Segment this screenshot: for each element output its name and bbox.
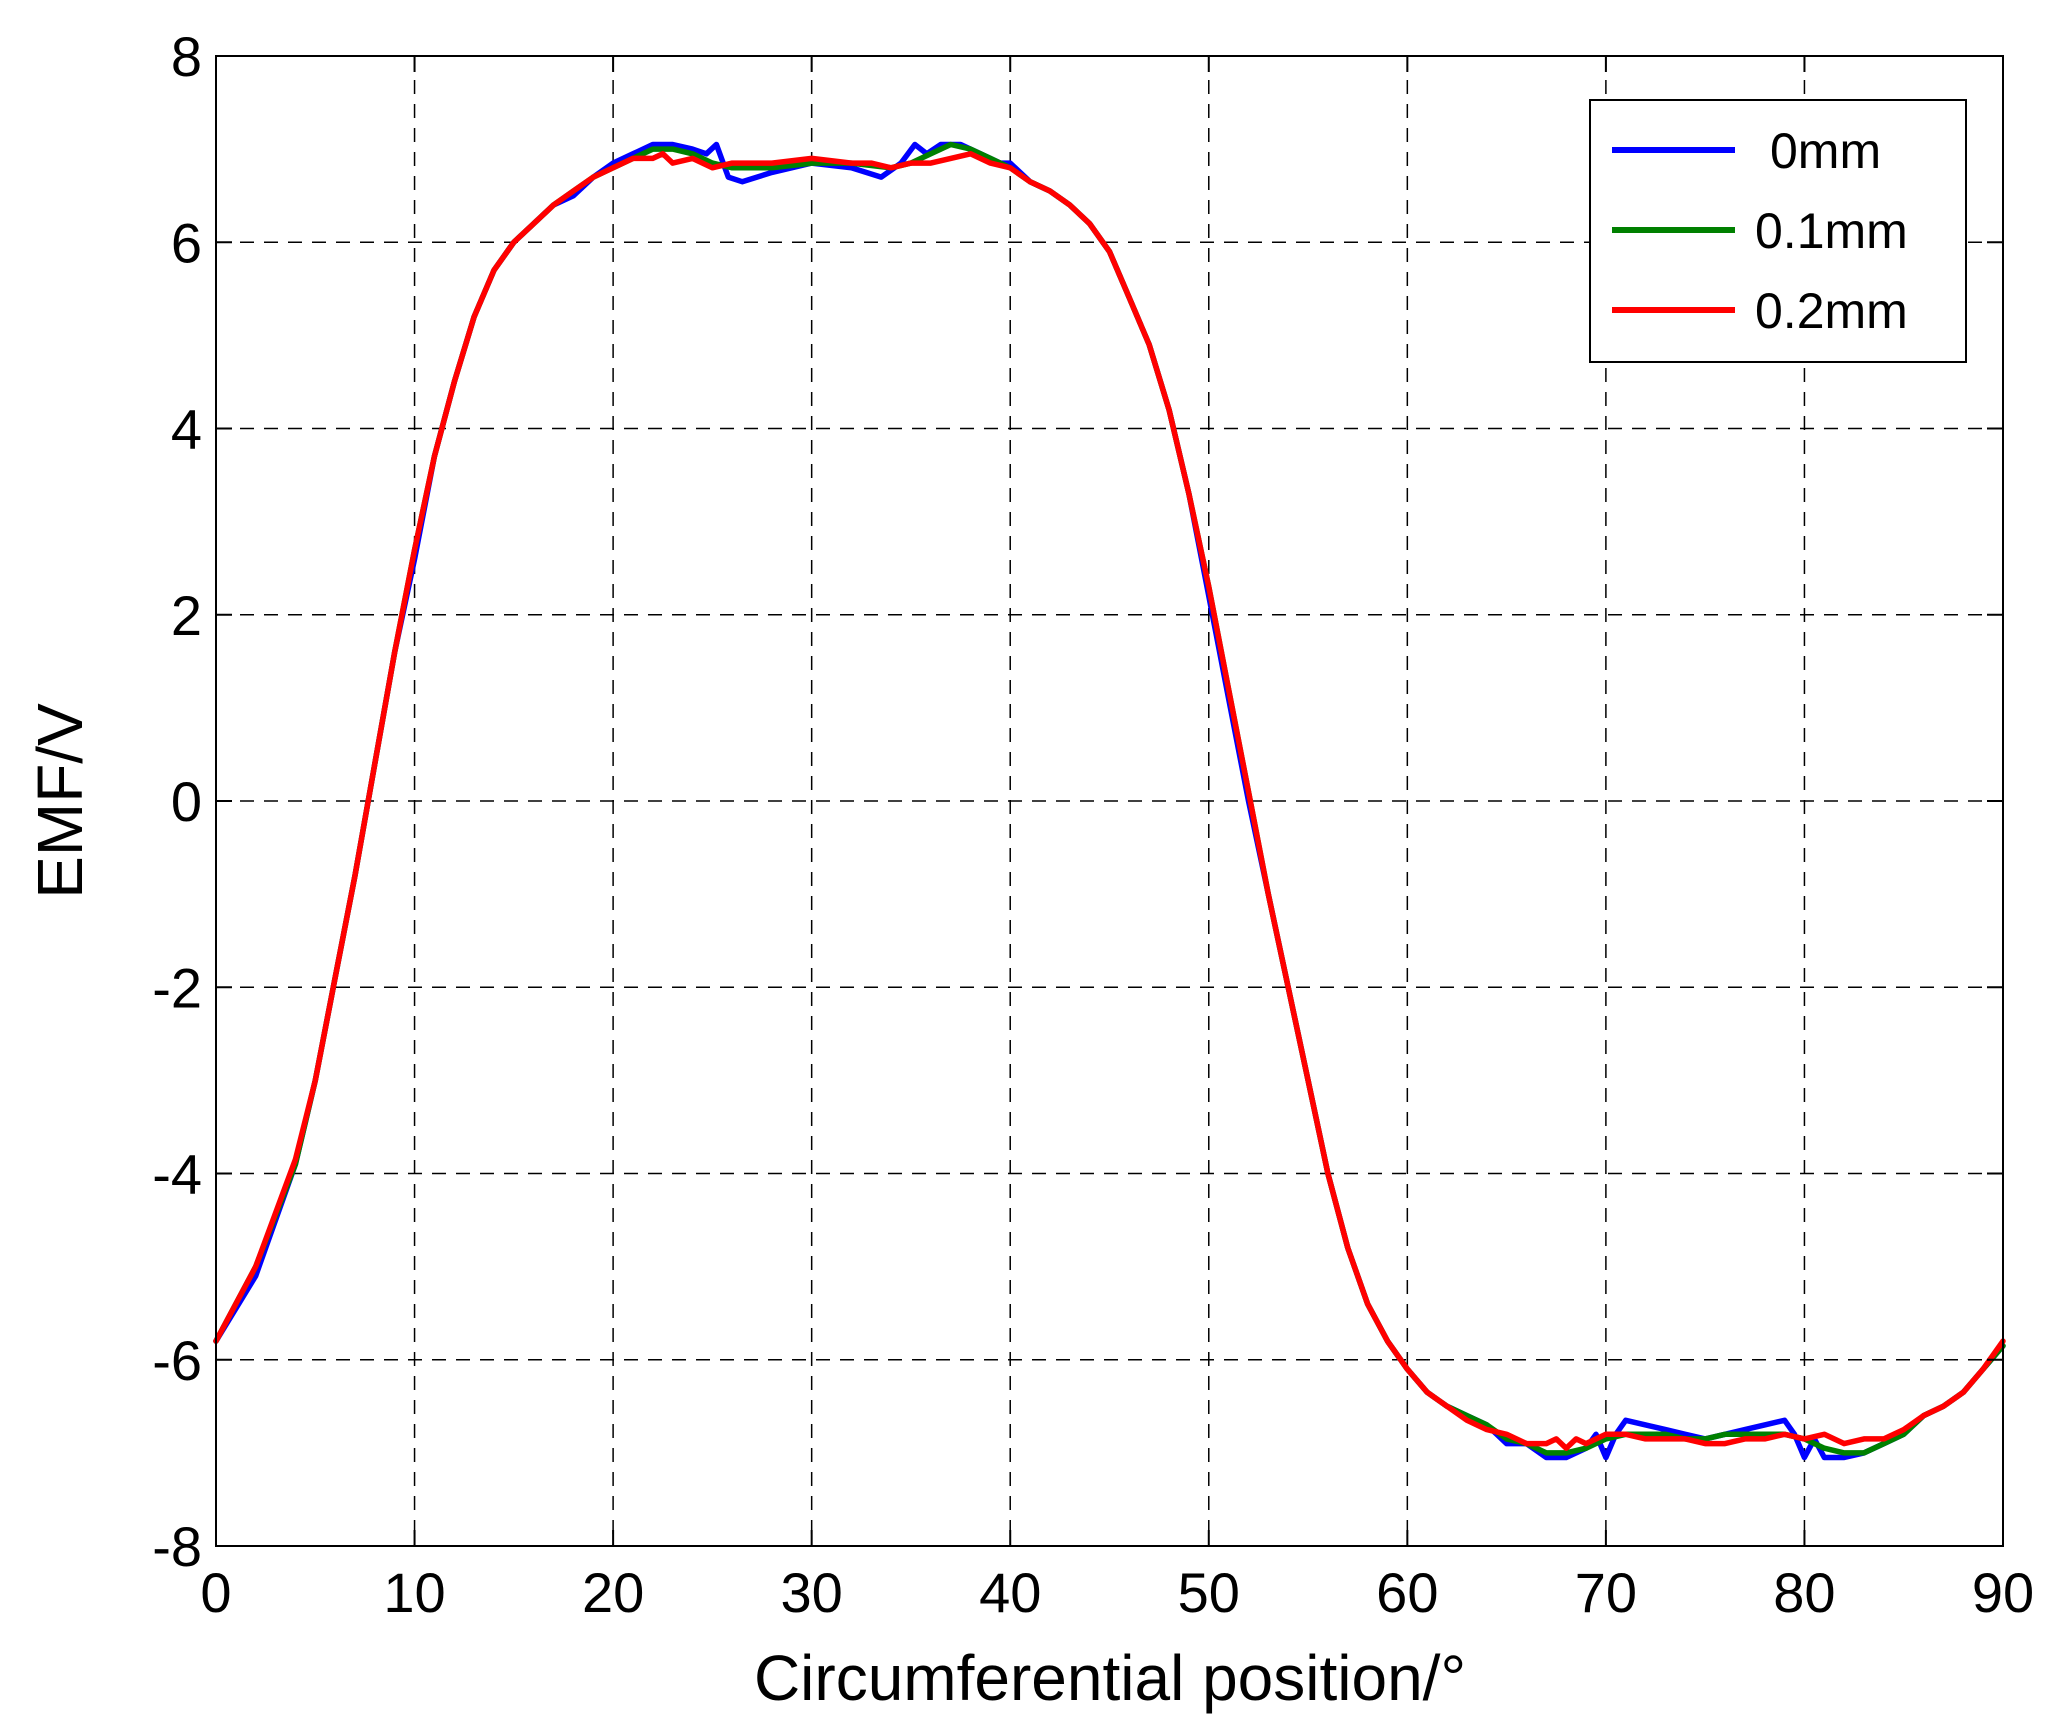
legend: 0mm 0.1mm 0.2mm (1589, 99, 1967, 363)
y-tick-label: 8 (171, 25, 202, 88)
x-tick-label: 20 (582, 1561, 644, 1624)
y-tick-label: 0 (171, 770, 202, 833)
x-tick-label: 90 (1972, 1561, 2034, 1624)
x-tick-label: 0 (200, 1561, 231, 1624)
legend-label-0mm: 0mm (1770, 123, 1881, 179)
y-axis-label: EMF/V (24, 703, 96, 899)
legend-label-0.2mm: 0.2mm (1755, 283, 1908, 339)
x-tick-label: 70 (1575, 1561, 1637, 1624)
x-tick-label: 40 (979, 1561, 1041, 1624)
x-tick-label: 80 (1773, 1561, 1835, 1624)
x-tick-label: 60 (1376, 1561, 1438, 1624)
x-tick-label: 50 (1178, 1561, 1240, 1624)
series-group (213, 141, 2006, 1461)
y-tick-label: -4 (152, 1143, 202, 1206)
y-tick-label: 6 (171, 211, 202, 274)
series-line-0.2mm (213, 151, 2006, 1451)
x-tick-label: 30 (781, 1561, 843, 1624)
y-tick-label: 2 (171, 584, 202, 647)
x-tick-labels: 0 10 20 30 40 50 60 70 80 90 (200, 1561, 2034, 1624)
legend-label-0.1mm: 0.1mm (1755, 203, 1908, 259)
y-tick-labels: -8 -6 -4 -2 0 2 4 6 8 (152, 25, 202, 1578)
y-tick-label: -8 (152, 1515, 202, 1578)
y-tick-label: 4 (171, 398, 202, 461)
x-axis-label: Circumferential position/° (754, 1642, 1466, 1714)
y-tick-label: -6 (152, 1329, 202, 1392)
tick-marks (215, 55, 2004, 1547)
x-tick-label: 10 (383, 1561, 445, 1624)
y-tick-label: -2 (152, 956, 202, 1019)
